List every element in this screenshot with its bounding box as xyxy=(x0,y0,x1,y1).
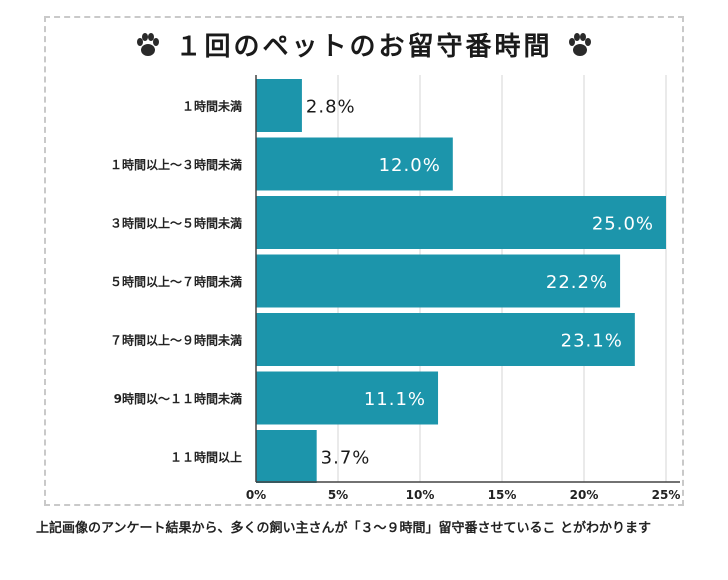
bar xyxy=(256,254,621,308)
bar xyxy=(256,313,635,366)
category-label: １時間以上〜３時間未満 xyxy=(110,157,242,172)
x-tick-label: 5% xyxy=(328,488,348,502)
category-label: ５時間以上〜７時間未満 xyxy=(110,274,242,289)
data-label: 3.7% xyxy=(321,448,371,469)
bar xyxy=(256,196,666,249)
data-label: 12.0% xyxy=(379,155,441,176)
data-label: 25.0% xyxy=(592,214,654,235)
caption-text: 上記画像のアンケート結果から、多くの飼い主さんが「３〜９時間」留守番させているこ… xyxy=(36,521,652,536)
paw-icon xyxy=(137,32,160,56)
category-label: ７時間以上〜９時間未満 xyxy=(110,333,242,348)
data-label: 23.1% xyxy=(561,331,623,352)
bar xyxy=(256,137,453,191)
x-tick-label: 25% xyxy=(652,488,681,502)
data-label: 11.1% xyxy=(364,389,426,410)
bar xyxy=(256,430,317,483)
category-label: １時間未満 xyxy=(182,99,242,114)
data-label: 22.2% xyxy=(546,272,608,293)
page-title: １回のペットのお留守番時間 xyxy=(175,32,553,62)
x-tick-label: 20% xyxy=(570,488,599,502)
chart-title-row: １回のペットのお留守番時間 xyxy=(44,26,684,63)
x-tick-label: 10% xyxy=(406,488,435,502)
x-tick-label: 15% xyxy=(488,488,517,502)
bar xyxy=(256,79,302,132)
category-label: １１時間以上 xyxy=(170,450,242,465)
paw-icon xyxy=(568,32,591,56)
x-tick-label: 0% xyxy=(246,488,266,502)
bar xyxy=(256,371,439,425)
data-label: 2.8% xyxy=(306,97,356,118)
bar-chart: １時間未満 2.8% １時間以上〜３時間未満 12.0% ３時間以上〜５時間未満 25.0… xyxy=(110,75,681,502)
category-label: 9時間以〜１１時間未満 xyxy=(114,391,242,406)
category-label: ３時間以上〜５時間未満 xyxy=(110,216,242,231)
